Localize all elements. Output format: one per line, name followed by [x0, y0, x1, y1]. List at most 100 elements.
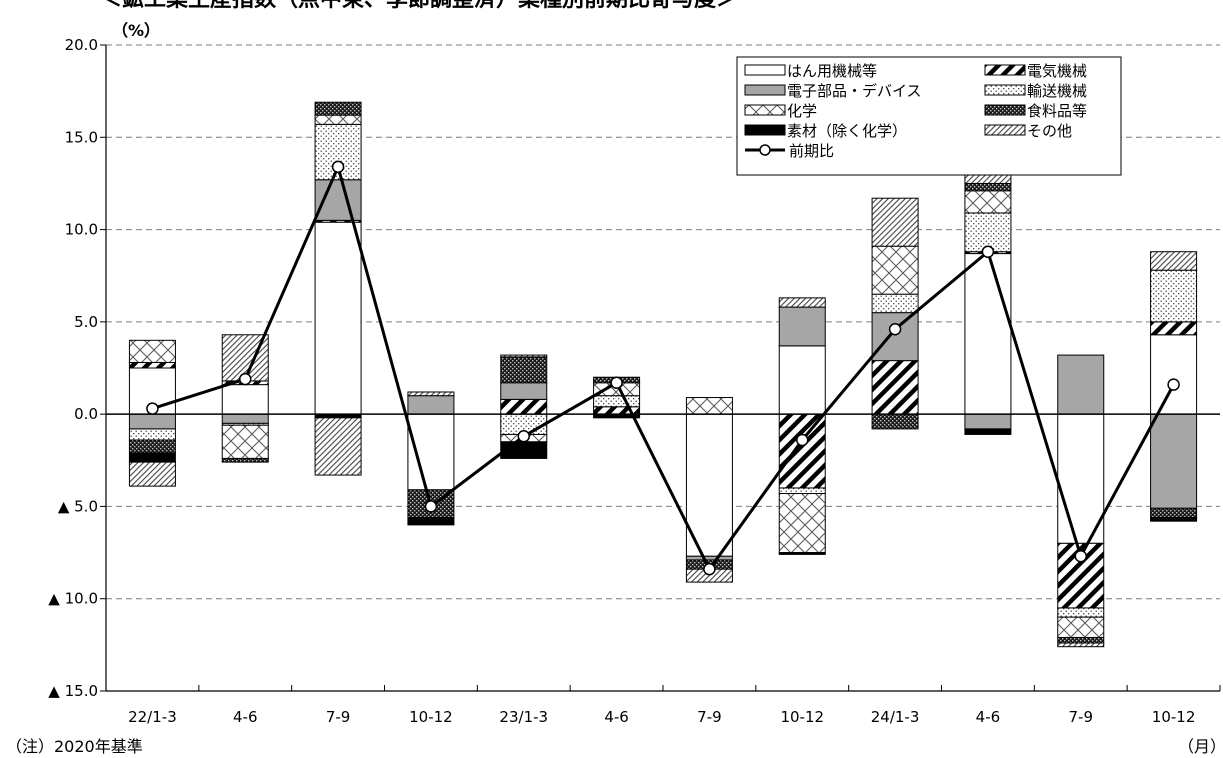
bar-segment — [593, 395, 641, 408]
bar-segment — [685, 555, 733, 561]
x-tick-label: 4-6 — [604, 708, 629, 726]
bar-segment — [128, 339, 176, 363]
legend-box — [736, 56, 1122, 176]
bar-segment — [128, 361, 176, 369]
bar-segment — [778, 345, 826, 415]
bar-segment — [871, 360, 919, 415]
y-axis-ticks: 20.0 15.0 10.0 5.0 0.0 ▲ 5.0 ▲ 10.0 ▲ 15.0 — [48, 36, 106, 700]
x-tick-label: 10-12 — [409, 708, 453, 726]
line-point — [331, 160, 345, 174]
bar-segment — [500, 356, 548, 384]
line-point — [796, 433, 809, 447]
line-point — [1074, 550, 1087, 563]
bar-segment — [964, 182, 1012, 192]
bar-segment — [1057, 413, 1105, 544]
bar-segment — [1150, 321, 1198, 336]
bar-segment — [128, 452, 176, 463]
note-text: （注）2020年基準 — [6, 737, 143, 756]
bar-segment — [314, 101, 362, 116]
stacked-bars — [128, 101, 1198, 648]
bar-segment — [1057, 616, 1105, 638]
x-tick-label: 4-6 — [976, 708, 1001, 726]
bar-segment — [1057, 636, 1105, 644]
bar-segment — [221, 424, 269, 459]
legend-label: 素材（除く化学） — [787, 122, 907, 140]
bar-segment — [314, 221, 362, 415]
bar-segment — [871, 293, 919, 314]
line-path — [151, 162, 1175, 573]
legend-label: 化学 — [787, 102, 817, 120]
bar-segment — [314, 114, 362, 125]
legend-swatch — [984, 84, 1026, 96]
bar-segment — [1150, 251, 1198, 271]
line-point — [981, 245, 995, 258]
legend-label: はん用機械等 — [787, 62, 877, 80]
x-tick-label: 7-9 — [697, 708, 722, 726]
bar-segment — [778, 552, 826, 555]
line-point — [1167, 378, 1180, 391]
bar-segment — [500, 382, 548, 400]
bar-segment — [221, 384, 269, 415]
line-point — [517, 430, 530, 443]
bar-segment — [685, 413, 733, 557]
x-tick-label: 7-9 — [326, 708, 351, 726]
legend-swatch — [744, 104, 786, 116]
legend-swatch — [744, 84, 786, 96]
bar-segment — [128, 413, 176, 430]
bar-segment — [871, 245, 919, 295]
x-tick-label: 7-9 — [1069, 708, 1094, 726]
x-tick-label: 22/1-3 — [128, 708, 177, 726]
bar-segment — [778, 297, 826, 308]
legend-label: 輸送機械 — [1027, 82, 1087, 100]
bar-segment — [1057, 354, 1105, 415]
bar-segment — [221, 413, 269, 424]
bar-segment — [1150, 334, 1198, 415]
line-point — [239, 372, 252, 386]
line-point — [703, 562, 716, 576]
y-tick-label: ▲ 5.0 — [58, 497, 98, 515]
y-tick-label: ▲ 15.0 — [48, 682, 98, 700]
gridlines — [106, 44, 1220, 600]
legend-label: 前期比 — [789, 142, 834, 160]
x-unit-label: （月） — [1178, 737, 1223, 756]
bar-segment — [500, 398, 548, 415]
x-tick-label: 10-12 — [1152, 708, 1196, 726]
legend-swatch — [984, 104, 1026, 116]
y-tick-label: 5.0 — [74, 313, 98, 331]
legend-swatch — [984, 124, 1026, 136]
bar-segment — [128, 428, 176, 441]
bar-segment — [964, 212, 1012, 253]
bar-segment — [1150, 507, 1198, 519]
y-tick-label: 0.0 — [74, 405, 98, 423]
bar-segment — [128, 461, 176, 487]
bar-segment — [778, 487, 826, 495]
bar-segment — [407, 517, 455, 526]
legend-label: 電気機械 — [1027, 62, 1087, 80]
bar-segment — [1057, 642, 1105, 648]
bar-segment — [964, 190, 1012, 214]
y-tick-label: 15.0 — [65, 128, 98, 146]
bar-segment — [500, 354, 548, 358]
legend-label: その他 — [1027, 122, 1072, 140]
bar-segment — [221, 457, 269, 463]
x-tick-label: 23/1-3 — [499, 708, 548, 726]
line-point — [146, 402, 159, 415]
x-axis-ticks: 22/1-3 4-6 7-9 10-12 23/1-3 4-6 7-9 10-12 24/1-3… — [105, 685, 1221, 726]
bar-segment — [778, 413, 826, 489]
legend-swatch — [744, 124, 786, 136]
bar-segment — [871, 413, 919, 430]
bar-segment — [314, 417, 362, 476]
legend-label: 食料品等 — [1027, 102, 1087, 120]
bar-segment — [407, 391, 455, 397]
y-tick-label: ▲ 10.0 — [48, 590, 98, 608]
legend-swatch — [984, 64, 1026, 76]
y-tick-label: 10.0 — [65, 221, 98, 239]
line-point — [888, 322, 902, 336]
bar-segment — [685, 397, 733, 415]
x-tick-label: 24/1-3 — [871, 708, 920, 726]
bar-segment — [128, 439, 176, 454]
line-series — [146, 160, 1180, 576]
bar-segment — [1057, 607, 1105, 618]
